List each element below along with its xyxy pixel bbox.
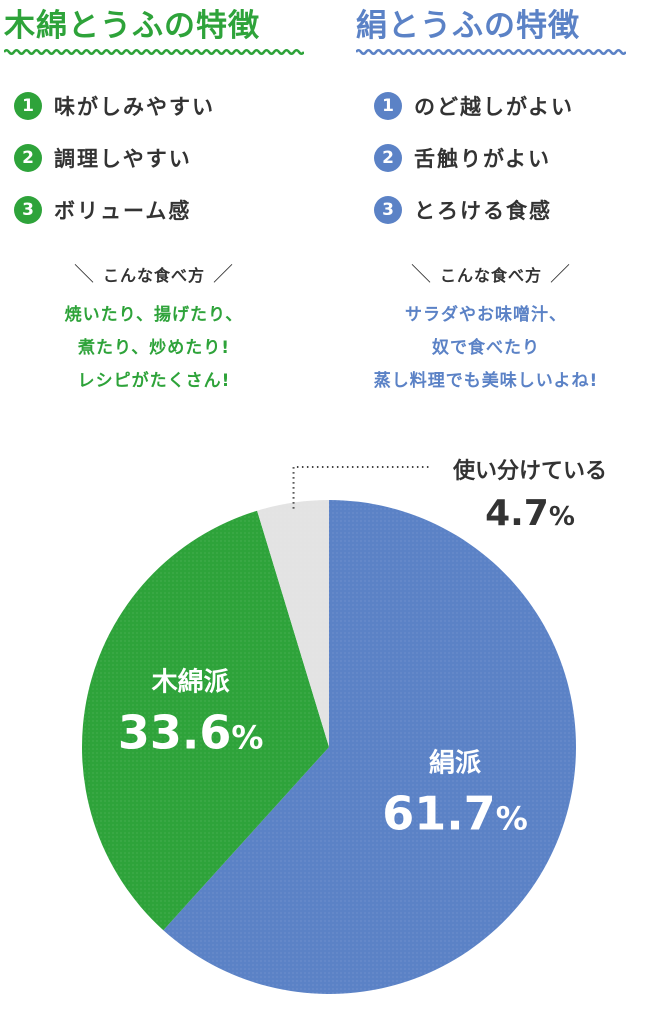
number-badge-icon: 3 xyxy=(374,196,402,224)
eat-line: 蒸し料理でも美味しいよね! xyxy=(373,371,599,391)
tofu-preference-pie-chart: 絹派 61.7% 木綿派 33.6% 使い分けている 4.7% xyxy=(82,459,607,994)
feature-text: ボリューム感 xyxy=(54,199,192,223)
momen-column: 木綿とうふの特徴 1 味がしみやすい 2 調理しやすい 3 ボリューム感 ＼ こん… xyxy=(4,0,314,398)
eat-heading-text: こんな食べ方 xyxy=(439,266,542,285)
eat-line: 煮たり、炒めたり! xyxy=(77,338,231,358)
number-badge-icon: 2 xyxy=(14,144,42,172)
both-slice-label: 使い分けている xyxy=(452,459,607,484)
momen-slice-texture xyxy=(82,510,329,931)
kinu-eat-heading: ＼ こんな食べ方 ／ xyxy=(316,258,661,287)
feature-text: のど越しがよい xyxy=(414,95,574,119)
kinu-feature: 3 とろける食感 xyxy=(374,184,661,236)
eat-line: レシピがたくさん! xyxy=(77,371,231,391)
feature-text: 調理しやすい xyxy=(54,147,192,171)
kinu-feature: 1 のど越しがよい xyxy=(374,80,661,132)
kinu-slice-texture xyxy=(163,500,576,994)
kinu-eat-text: サラダやお味噌汁、 奴で食べたり 蒸し料理でも美味しいよね! xyxy=(306,299,661,398)
momen-eat-heading: ＼ こんな食べ方 ／ xyxy=(0,258,314,287)
kinu-wavy-underline xyxy=(356,49,626,55)
slash-icon: ／ xyxy=(213,262,234,286)
kinu-feature-list: 1 のど越しがよい 2 舌触りがよい 3 とろける食感 xyxy=(374,80,661,236)
kinu-column: 絹とうふの特徴 1 のど越しがよい 2 舌触りがよい 3 とろける食感 ＼ こんな… xyxy=(356,0,661,398)
eat-line: 焼いたり、揚げたり、 xyxy=(64,305,244,325)
momen-slice-value: 33.6% xyxy=(118,705,264,759)
momen-feature: 3 ボリューム感 xyxy=(14,184,314,236)
momen-title: 木綿とうふの特徴 xyxy=(4,8,260,44)
momen-slice-label: 木綿派 xyxy=(151,666,230,697)
momen-feature: 1 味がしみやすい xyxy=(14,80,314,132)
kinu-slice-label: 絹派 xyxy=(429,748,481,779)
kinu-feature: 2 舌触りがよい xyxy=(374,132,661,184)
backslash-icon: ＼ xyxy=(410,262,432,286)
eat-line: サラダやお味噌汁、 xyxy=(405,305,567,325)
number-badge-icon: 1 xyxy=(14,92,42,120)
slash-icon: ／ xyxy=(550,262,571,286)
backslash-icon: ＼ xyxy=(73,262,95,286)
number-badge-icon: 2 xyxy=(374,144,402,172)
momen-feature-list: 1 味がしみやすい 2 調理しやすい 3 ボリューム感 xyxy=(14,80,314,236)
eat-line: 奴で食べたり xyxy=(432,338,540,358)
momen-feature: 2 調理しやすい xyxy=(14,132,314,184)
kinu-title: 絹とうふの特徴 xyxy=(356,8,580,44)
both-slice-value: 4.7% xyxy=(485,493,575,534)
feature-text: 味がしみやすい xyxy=(54,95,215,119)
kinu-slice-value: 61.7% xyxy=(382,787,528,841)
momen-eat-text: 焼いたり、揚げたり、 煮たり、炒めたり! レシピがたくさん! xyxy=(0,299,314,398)
both-slice-texture xyxy=(257,500,329,747)
feature-text: とろける食感 xyxy=(414,199,552,223)
number-badge-icon: 1 xyxy=(374,92,402,120)
eat-heading-text: こんな食べ方 xyxy=(102,266,205,285)
momen-wavy-underline xyxy=(4,49,304,55)
feature-text: 舌触りがよい xyxy=(414,147,551,171)
number-badge-icon: 3 xyxy=(14,196,42,224)
